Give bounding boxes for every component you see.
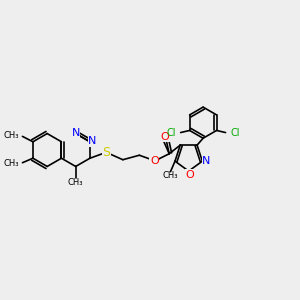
Text: N: N [71,128,80,138]
Text: O: O [185,170,194,180]
Text: O: O [150,156,159,166]
Text: Cl: Cl [167,128,176,138]
Text: N: N [88,136,97,146]
Text: O: O [160,132,169,142]
Text: CH₃: CH₃ [163,171,178,180]
Text: CH₃: CH₃ [68,178,83,187]
Text: Cl: Cl [230,128,239,138]
Text: CH₃: CH₃ [3,131,19,140]
Text: S: S [102,146,110,159]
Text: N: N [202,156,211,166]
Text: CH₃: CH₃ [3,159,19,168]
